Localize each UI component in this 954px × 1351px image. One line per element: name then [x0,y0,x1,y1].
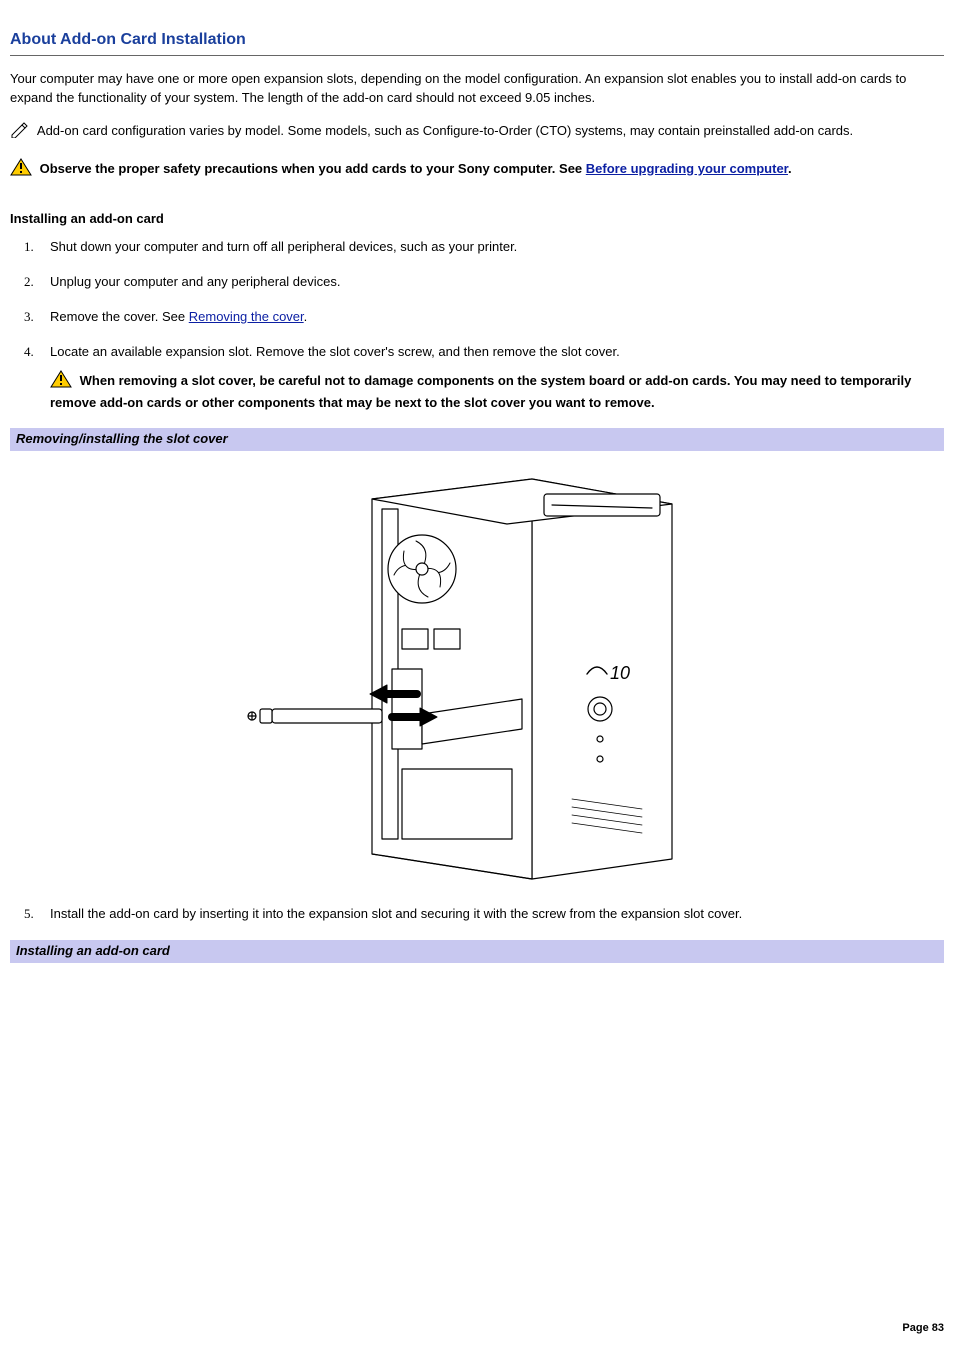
safety-warning-block: Observe the proper safety precautions wh… [10,158,944,182]
step-number: 4. [24,343,34,362]
step-text: Install the add-on card by inserting it … [50,906,742,921]
intro-paragraph: Your computer may have one or more open … [10,70,944,108]
slot-cover-warning-block: When removing a slot cover, be careful n… [50,370,944,413]
step-text: Shut down your computer and turn off all… [50,239,517,254]
step-text: Remove the cover. See Removing the cover… [50,309,307,324]
safety-warning-text: Observe the proper safety precautions wh… [40,161,792,176]
slot-cover-figure: 10 [10,459,944,895]
step-3: 3. Remove the cover. See Removing the co… [10,308,944,327]
step-3-pre: Remove the cover. See [50,309,189,324]
step-number: 5. [24,905,34,924]
step-4: 4. Locate an available expansion slot. R… [10,343,944,413]
warning-suffix: . [788,161,792,176]
page-number: Page 83 [902,1321,944,1337]
document-page: About Add-on Card Installation Your comp… [0,0,954,1351]
step-number: 3. [24,308,34,327]
step-1: 1. Shut down your computer and turn off … [10,238,944,257]
install-steps-list: 1. Shut down your computer and turn off … [10,238,944,412]
step-5: 5. Install the add-on card by inserting … [10,905,944,924]
warning-icon [10,158,32,182]
computer-case-drawing-icon: 10 [242,459,712,889]
page-title: About Add-on Card Installation [10,28,944,56]
step-number: 2. [24,273,34,292]
note-text: Add-on card configuration varies by mode… [37,123,853,138]
warning-prefix: Observe the proper safety precautions wh… [40,161,586,176]
step-3-post: . [304,309,308,324]
step-text: Unplug your computer and any peripheral … [50,274,341,289]
pencil-note-icon [10,122,30,144]
install-steps-list-cont: 5. Install the add-on card by inserting … [10,905,944,924]
before-upgrading-link[interactable]: Before upgrading your computer [586,161,788,176]
svg-text:10: 10 [610,663,630,683]
slot-cover-warning-text: When removing a slot cover, be careful n… [50,373,911,410]
warning-icon [50,370,72,394]
install-subheading: Installing an add-on card [10,210,944,229]
note-block: Add-on card configuration varies by mode… [10,122,944,144]
figure-caption-1: Removing/installing the slot cover [10,428,944,451]
figure-caption-2: Installing an add-on card [10,940,944,963]
step-text: Locate an available expansion slot. Remo… [50,344,620,359]
step-2: 2. Unplug your computer and any peripher… [10,273,944,292]
step-number: 1. [24,238,34,257]
removing-cover-link[interactable]: Removing the cover [189,309,304,324]
